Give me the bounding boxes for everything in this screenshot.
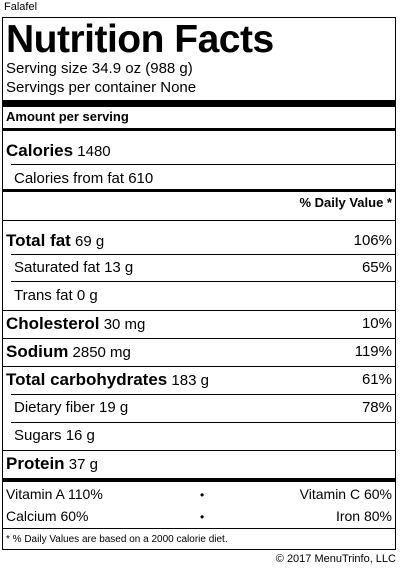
divider [11, 281, 395, 282]
nutrition-facts-label: Nutrition Facts Serving size 34.9 oz (98… [2, 17, 396, 550]
thick-divider [3, 100, 395, 107]
sugars-text: Sugars 16 g [14, 423, 95, 449]
divider [3, 450, 395, 451]
amount-per-serving: Amount per serving [6, 109, 129, 124]
iron: Iron 80% [335, 508, 392, 524]
sodium-text: Sodium 2850 mg [6, 339, 131, 366]
protein-amount: 37 g [68, 456, 98, 473]
daily-value-header: % Daily Value * [299, 195, 393, 210]
vitamin-a: Vitamin A 110% [6, 486, 103, 502]
total-fat-row: Total fat 69 g 106% [3, 228, 395, 254]
total-carbohydrates-row: Total carbohydrates 183 g 61% [3, 367, 395, 393]
bullet-icon: • [200, 488, 205, 502]
calories-from-fat-row: Calories from fat 610 [3, 166, 395, 192]
calories-value: 1480 [77, 143, 111, 160]
sodium-dv: 119% [354, 343, 392, 360]
divider [11, 422, 395, 423]
sugars-label: Sugars [14, 427, 62, 444]
saturated-fat-row: Saturated fat 13 g 65% [3, 255, 395, 281]
dietary-fiber-row: Dietary fiber 19 g 78% [3, 395, 395, 421]
divider [3, 338, 395, 339]
trans-fat-row: Trans fat 0 g [3, 283, 395, 309]
total-carbohydrates-amount: 183 g [171, 372, 209, 389]
divider [11, 164, 395, 165]
medium-divider [3, 128, 395, 131]
total-carbohydrates-label: Total carbohydrates [6, 370, 168, 389]
protein-row: Protein 37 g [3, 451, 395, 477]
food-name: Falafel [4, 1, 38, 13]
calories-label: Calories [6, 141, 74, 160]
total-fat-label: Total fat [6, 231, 71, 250]
saturated-fat-text: Saturated fat 13 g [14, 255, 133, 281]
serving-size: Serving size 34.9 oz (988 g) [6, 60, 193, 77]
trans-fat-label: Trans fat [14, 287, 73, 304]
sugars-row: Sugars 16 g [3, 423, 395, 449]
saturated-fat-dv: 65% [361, 259, 392, 276]
cholesterol-text: Cholesterol 30 mg [6, 311, 145, 338]
total-carbohydrates-dv: 61% [361, 371, 392, 388]
calories-from-fat-label: Calories from fat [14, 170, 125, 187]
dietary-fiber-text: Dietary fiber 19 g [14, 395, 128, 421]
cholesterol-dv: 10% [361, 315, 392, 332]
label-title: Nutrition Facts [6, 18, 274, 61]
divider [3, 220, 395, 221]
divider [3, 366, 395, 367]
cholesterol-row: Cholesterol 30 mg 10% [3, 311, 395, 337]
sodium-label: Sodium [6, 342, 69, 361]
protein-label: Protein [6, 454, 65, 473]
total-fat-dv: 106% [353, 232, 392, 249]
divider [11, 254, 395, 255]
calories-from-fat-text: Calories from fat 610 [14, 166, 153, 192]
calories-from-fat-value: 610 [128, 170, 154, 187]
copyright: © 2017 MenuTrinfo, LLC [275, 553, 396, 565]
footnote: * % Daily Values are based on a 2000 cal… [6, 534, 228, 545]
divider [11, 394, 395, 395]
calcium: Calcium 60% [6, 508, 89, 524]
trans-fat-amount: 0 g [76, 287, 98, 304]
calories-text: Calories 1480 [6, 138, 111, 165]
sugars-amount: 16 g [65, 427, 95, 444]
vitamin-c: Vitamin C 60% [299, 486, 392, 502]
servings-per-container: Servings per container None [6, 79, 197, 96]
trans-fat-text: Trans fat 0 g [14, 283, 98, 309]
sodium-row: Sodium 2850 mg 119% [3, 339, 395, 365]
cholesterol-amount: 30 mg [103, 316, 146, 333]
divider [3, 310, 395, 311]
divider [3, 528, 395, 529]
sodium-amount: 2850 mg [72, 344, 131, 361]
total-fat-amount: 69 g [75, 233, 105, 250]
cholesterol-label: Cholesterol [6, 314, 100, 333]
calories-row: Calories 1480 [3, 138, 395, 164]
dietary-fiber-label: Dietary fiber [14, 399, 95, 416]
saturated-fat-label: Saturated fat [14, 259, 100, 276]
total-carbohydrates-text: Total carbohydrates 183 g [6, 367, 209, 394]
dietary-fiber-amount: 19 g [99, 399, 129, 416]
saturated-fat-amount: 13 g [104, 259, 134, 276]
total-fat-text: Total fat 69 g [6, 228, 104, 255]
bullet-icon: • [200, 510, 205, 524]
dietary-fiber-dv: 78% [361, 399, 392, 416]
thick-divider [3, 478, 395, 482]
medium-divider [3, 189, 395, 192]
protein-text: Protein 37 g [6, 451, 98, 478]
